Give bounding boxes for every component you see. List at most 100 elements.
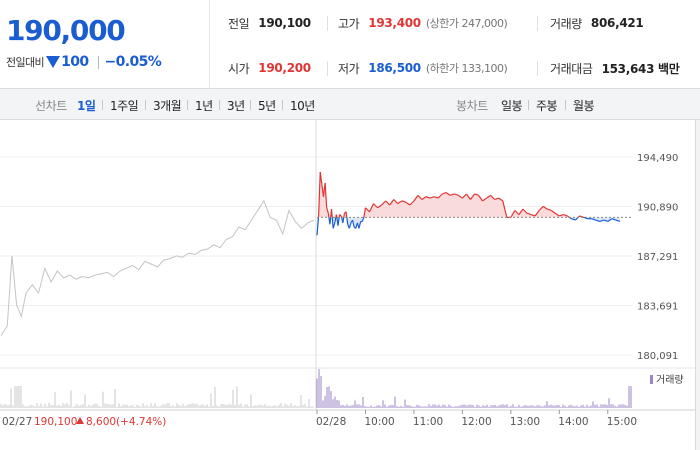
prev-day-line [0,199,315,336]
period-10y-button[interactable]: 10년 [290,99,315,113]
period-1w-button[interactable]: 1주일 [110,99,139,113]
price-segment [368,203,375,213]
x-axis: 02/28 10:00 11:00 12:00 13:00 14:00 15:00 [316,410,637,428]
price-segment [550,209,556,214]
price-segment [502,200,508,218]
amount-value: 153,643 백만 [601,61,680,76]
price-segment [510,210,516,218]
candle-chart-label: 봉차트 [456,99,488,113]
x-tick-label: 02/28 [316,416,346,428]
price-segment [377,204,382,209]
volume-legend-label: 거래량 [656,374,684,386]
period-1y-button[interactable]: 1년 [195,99,213,113]
lower-limit-note: (하한가 133,100) [425,62,508,75]
price-segment [348,222,352,229]
price-segment [465,193,471,200]
change-row: 전일대비 100 −0.05% [6,53,162,71]
price-segment [330,209,333,218]
candle-monthly-button[interactable]: 월봉 [573,99,595,113]
price-segment [318,171,321,217]
fall-area [317,217,319,236]
price-segment [332,222,336,229]
candle-weekly-button[interactable]: 주봉 [536,99,558,113]
price-segment [542,205,548,210]
price-segment [518,208,524,215]
open-value: 190,200 [258,61,311,75]
price-segment [401,200,407,203]
price-segment [583,216,588,220]
price-segment [454,193,459,196]
divider [565,100,566,110]
price-segment [373,203,379,209]
price-segment [526,212,532,216]
period-1d-button[interactable]: 1일 [77,99,96,113]
candle-daily-button[interactable]: 일봉 [501,99,523,113]
price-segment [329,217,332,225]
current-price: 190,000 [6,14,126,47]
divider [282,100,283,110]
price-segment [413,195,419,202]
price-segment [358,221,362,229]
amount-label: 거래대금 [550,61,593,76]
divider [102,100,103,110]
fall-area [587,217,620,222]
amount-cell: 거래대금 153,643 백만 [550,58,680,78]
today-series [316,171,621,236]
price-segment [331,217,334,229]
x-tick-label: 13:00 [510,416,540,428]
period-5y-button[interactable]: 5년 [258,99,276,113]
price-segment [334,217,337,223]
quote-summary: 190,000 전일대비 100 −0.05% 전일 190,100 고가 19… [0,0,700,89]
prev-close-value: 190,100 [258,16,311,30]
price-segment [490,194,496,200]
price-segment [417,194,423,200]
price-segment [327,213,330,218]
prev-day-date: 02/27 [2,416,32,428]
chart-toolbar: 선차트 1일 1주일 3개월 1년 3년 5년 10년 봉차트 일봉 주봉 월봉 [0,89,700,120]
price-segment [385,200,391,206]
line-chart-label: 선차트 [35,99,67,113]
price-segment [554,212,560,217]
price-segment [324,182,328,208]
gridlines [0,120,695,411]
divider [250,100,251,110]
volume-bars [0,368,632,408]
price-segment [482,197,487,202]
price-segment [405,201,411,206]
y-tick-label: 187,291 [637,252,678,263]
price-segment [563,214,568,217]
divider [537,61,538,76]
divider [327,16,328,31]
triangle-down-icon [46,56,61,68]
change-label: 전일대비 [6,56,45,69]
y-tick-label: 194,490 [637,153,678,164]
rise-area [363,192,570,218]
divider [97,55,99,69]
volume-cell: 거래량 806,421 [550,13,644,33]
price-segment [363,207,367,218]
price-segment [345,211,348,218]
x-tick-label: 12:00 [461,416,491,428]
scroll-edge [695,120,700,450]
price-box: 190,000 전일대비 100 −0.05% [0,0,210,89]
price-segment [530,214,536,217]
period-3y-button[interactable]: 3년 [227,99,245,113]
price-segment [316,217,320,236]
x-tick-label: 14:00 [558,416,588,428]
price-segment [326,207,329,214]
prev-day-change: 8,600 [86,416,116,428]
price-segment [611,218,617,221]
price-segment [393,199,399,205]
price-segment [591,218,596,221]
prev-day-change-rate: (+4.74%) [116,416,166,428]
price-segment [421,196,427,200]
low-value: 186,500 [368,61,421,75]
price-segment [351,219,355,228]
prev-close-cell: 전일 190,100 [228,13,311,33]
volume-legend-swatch [650,375,653,384]
price-segment [365,207,370,213]
period-3m-button[interactable]: 3개월 [153,99,182,113]
divider [537,16,538,31]
divider [187,100,188,110]
prev-day-close: 190,100 [34,416,77,428]
